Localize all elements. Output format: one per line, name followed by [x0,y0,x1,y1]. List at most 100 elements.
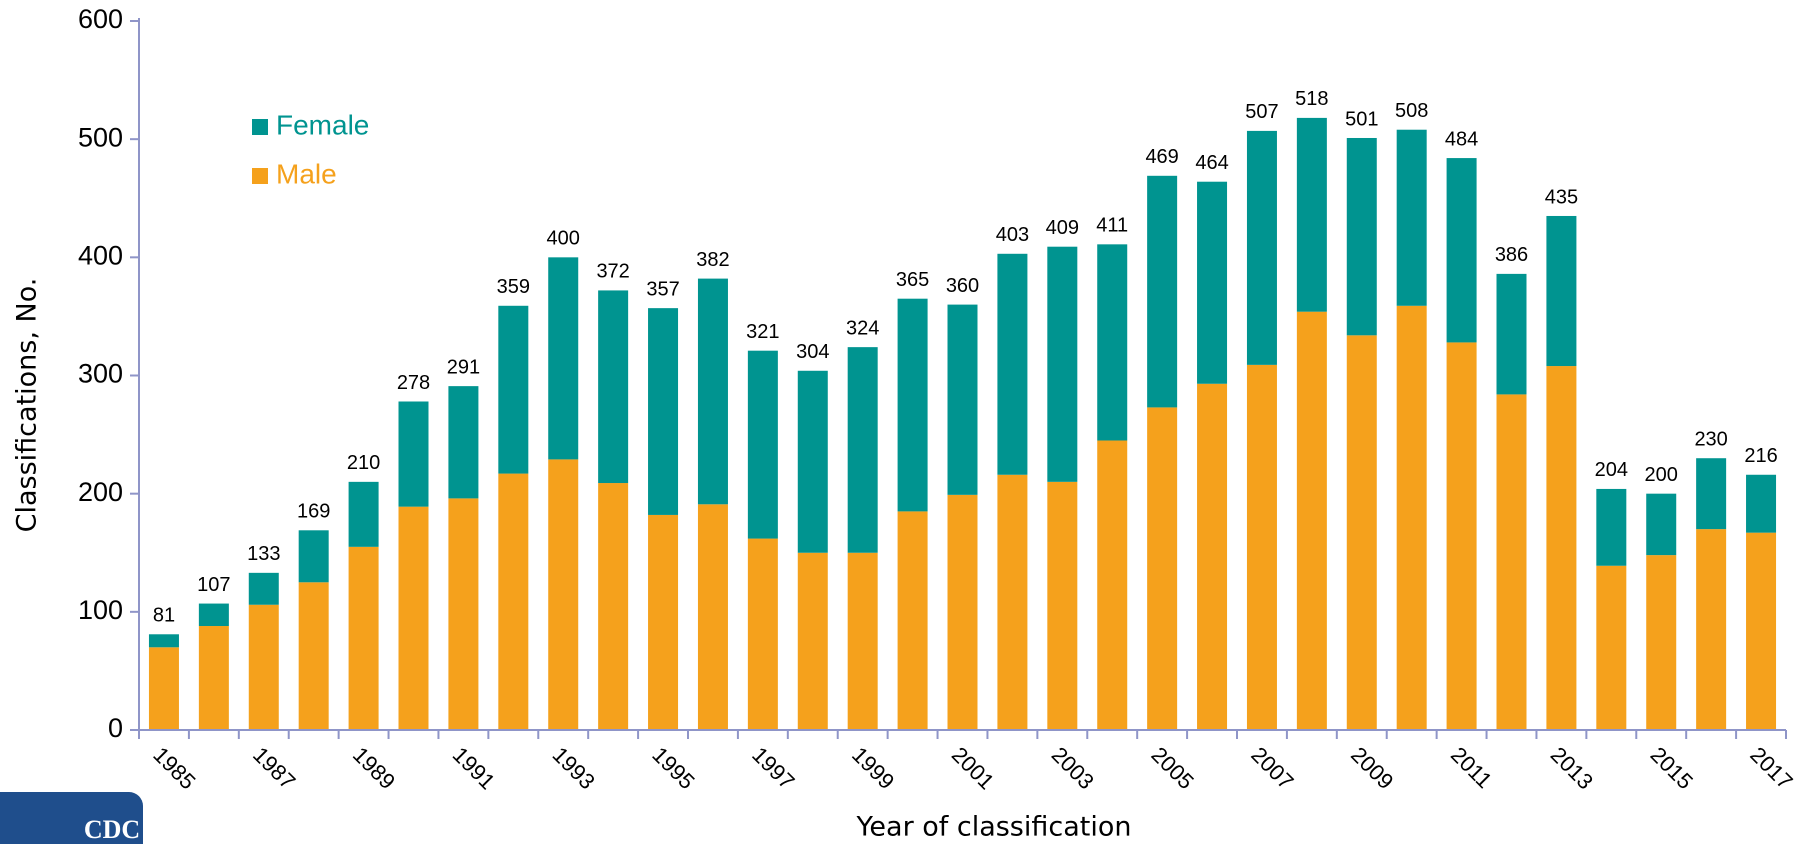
x-tick-label: 2015 [1646,742,1698,794]
value-label: 324 [846,317,879,339]
bar-segment [198,626,229,730]
bar-segment [1546,215,1577,367]
x-tick-label: 2011 [1446,742,1497,793]
value-label: 507 [1245,101,1278,123]
bar-segment [897,511,928,730]
bar-segment [448,498,479,730]
value-label: 230 [1694,428,1727,450]
bar-segment [598,290,629,484]
bar-segment [1097,244,1128,441]
bar-segment [598,483,629,730]
bar-segment [1246,130,1277,365]
bar-segment [398,401,429,507]
legend-label: Female [276,109,369,140]
bar-segment [1496,273,1527,395]
bar-segment [747,538,778,730]
value-label: 107 [197,574,230,596]
x-tick-label: 2007 [1246,742,1298,794]
value-label: 400 [547,228,580,250]
bar-segment [398,506,429,730]
bar-segment [148,647,179,730]
bar-segment [548,459,579,730]
value-label: 469 [1145,146,1178,168]
bar-segment [1097,440,1128,730]
value-label: 81 [153,605,175,627]
value-label: 304 [796,341,829,363]
bar-segment [1346,137,1377,336]
logo: CDC [0,792,143,844]
bar-segment [797,370,828,553]
bar-segment [148,634,179,648]
bar-segment [697,278,728,505]
value-label: 435 [1545,186,1578,208]
bar-segment [1746,532,1777,730]
x-tick-label: 1985 [148,742,200,794]
bar-segment [697,504,728,730]
bar-segment [747,350,778,539]
bar-segment [1446,342,1477,730]
bar-segment [1147,407,1178,730]
bar-segment [348,546,379,730]
bar-segment [1197,181,1228,384]
value-label: 359 [497,276,530,298]
bar-segment [1646,555,1677,730]
value-label: 365 [896,269,929,291]
value-label: 291 [447,356,480,378]
y-tick-label: 200 [78,477,123,507]
value-label: 484 [1445,128,1478,150]
bar-segment [797,552,828,730]
bar-segment [1746,474,1777,533]
bar-segment [947,494,978,730]
bar-segment [1496,394,1527,730]
bar-segment [448,386,479,499]
bar-segment [298,530,329,583]
bar-segment [1197,383,1228,730]
bar-segment [997,253,1028,475]
logo-badge [0,792,143,844]
bar-segment [947,304,978,495]
bar-segment [1296,311,1327,730]
logo-text: CDC [84,815,140,844]
x-tick-label: 1999 [847,742,899,794]
bar-segment [997,474,1028,730]
bar-segment [498,305,529,474]
value-label: 464 [1195,152,1228,174]
x-tick-label: 2009 [1346,742,1398,794]
value-label: 508 [1395,100,1428,122]
y-tick-label: 100 [78,595,123,625]
bar-segment [548,257,579,460]
bar-segment [1596,488,1627,566]
bar-segment [1546,366,1577,730]
value-label: 278 [397,372,430,394]
y-tick-label: 600 [78,4,123,34]
value-label: 357 [646,278,679,300]
x-tick-label: 1997 [747,742,799,794]
bar-segment [1346,335,1377,730]
value-label: 382 [696,249,729,271]
value-label: 169 [297,501,330,523]
bar-segment [847,347,878,553]
bar-segment [648,308,679,515]
bar-segment [1696,529,1727,730]
value-label: 216 [1744,445,1777,467]
value-label: 386 [1495,244,1528,266]
bar-segment [1147,175,1178,408]
bar-segment [298,582,329,730]
x-tick-label: 1987 [248,742,300,794]
value-label: 360 [946,275,979,297]
bar-segment [1246,364,1277,730]
bar-segment [348,481,379,547]
y-tick-label: 400 [78,240,123,270]
legend-swatch [252,168,268,184]
y-axis-title: Classifications, No. [12,278,43,533]
bar-segment [1396,129,1427,306]
x-axis-title: Year of classification [856,812,1132,843]
y-tick-label: 300 [78,359,123,389]
bar-segment [648,514,679,730]
x-tick-label: 1995 [647,742,699,794]
bar-segment [1596,565,1627,730]
x-tick-label: 2005 [1146,742,1198,794]
bar-segment [1296,117,1327,312]
